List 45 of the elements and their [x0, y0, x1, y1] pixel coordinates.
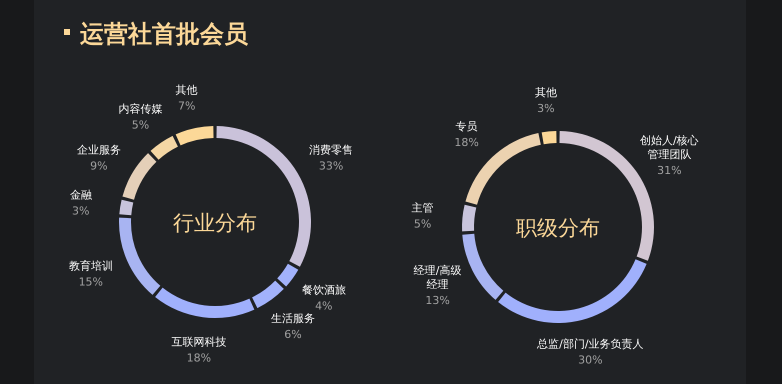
- slice-label: 教育培训: [68, 259, 113, 272]
- slice-label: 生活服务: [271, 312, 315, 326]
- data-label: 9%: [90, 159, 108, 172]
- donut-slice: [252, 280, 284, 308]
- data-label: 15%: [78, 275, 104, 288]
- data-label: 3%: [537, 102, 555, 116]
- slice-label: 企业服务: [76, 143, 121, 156]
- donut-slice: [119, 218, 160, 295]
- slice-label: 互联网科技: [171, 335, 226, 348]
- data-label: 13%: [425, 294, 450, 308]
- donut-slice: [150, 136, 178, 160]
- slice-label: 专员: [456, 120, 478, 134]
- donut-slice: [119, 200, 134, 216]
- donut-slice: [155, 288, 254, 318]
- slice-label: 创始人/核心管理团队: [640, 134, 699, 162]
- slice-label: 金融: [70, 188, 92, 202]
- data-label: 4%: [315, 300, 333, 313]
- donut-slice: [498, 259, 647, 323]
- text: 行业分布: [173, 211, 257, 235]
- data-label: 33%: [318, 159, 344, 172]
- slice-label: 其他: [176, 84, 198, 97]
- slice-label: 内容传媒: [118, 102, 163, 116]
- slice-label: 其他: [534, 86, 557, 100]
- data-label: 18%: [186, 351, 212, 364]
- donut-slice: [277, 264, 298, 286]
- text: 职级分布: [516, 216, 600, 240]
- data-label: 3%: [72, 204, 90, 218]
- donut-slice: [462, 234, 504, 300]
- donut-slice: [122, 153, 156, 200]
- donut-slice: [542, 131, 557, 144]
- data-label: 5%: [132, 118, 150, 132]
- data-label: 6%: [284, 328, 302, 342]
- text: 运营社首批会员: [79, 20, 249, 48]
- data-label: 18%: [454, 136, 479, 150]
- data-label: 31%: [657, 164, 682, 178]
- data-label: 5%: [414, 217, 432, 230]
- slice-label: 总监/部门/业务负责人: [536, 337, 644, 350]
- donut-slice: [462, 204, 476, 232]
- slice-label: 主管: [412, 201, 434, 214]
- donut-slice: [176, 126, 214, 146]
- data-label: 7%: [178, 100, 196, 113]
- slice-label: 经理/高级经理: [414, 264, 462, 292]
- slice-label: 餐饮酒旅: [302, 284, 346, 297]
- data-label: 30%: [578, 353, 603, 366]
- slice-label: 消费零售: [309, 143, 354, 156]
